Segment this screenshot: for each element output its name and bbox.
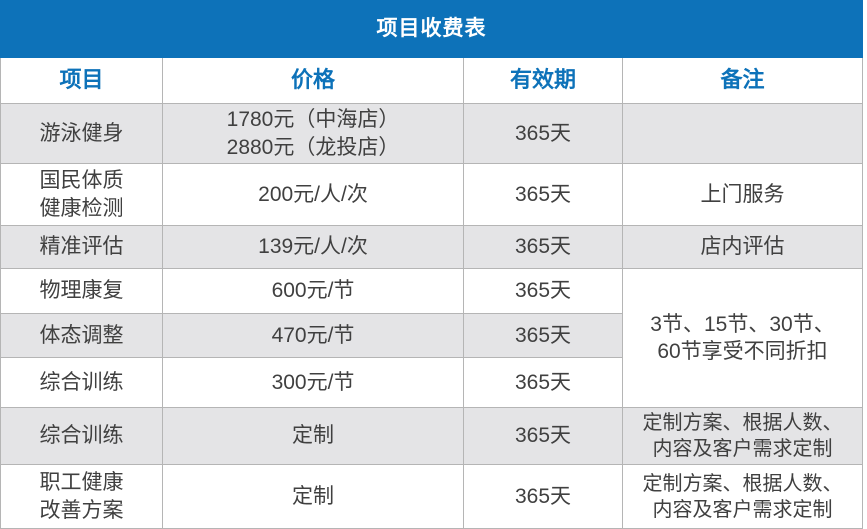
cell-price: 139元/人/次 [162, 225, 464, 269]
table-row: 综合训练 定制 365天 定制方案、根据人数、 内容及客户需求定制 [0, 407, 863, 465]
cell-remark [622, 103, 863, 164]
cell-item: 精准评估 [0, 225, 163, 269]
col-header-price: 价格 [162, 57, 464, 104]
cell-validity: 365天 [463, 313, 623, 358]
cell-item: 职工健康 改善方案 [0, 464, 163, 529]
cell-item: 国民体质 健康检测 [0, 163, 163, 226]
table-row: 国民体质 健康检测 200元/人/次 365天 上门服务 [0, 163, 863, 226]
cell-validity: 365天 [463, 407, 623, 465]
cell-price: 1780元（中海店） 2880元（龙投店） [162, 103, 464, 164]
col-header-item: 项目 [0, 57, 163, 104]
cell-price: 定制 [162, 407, 464, 465]
table-row: 体态调整 470元/节 365天 [0, 313, 863, 358]
cell-remark-merged: 3节、15节、30节、 60节享受不同折扣 [622, 268, 863, 408]
cell-price: 600元/节 [162, 268, 464, 314]
col-header-validity: 有效期 [463, 57, 623, 104]
cell-remark: 定制方案、根据人数、 内容及客户需求定制 [622, 464, 863, 529]
cell-validity: 365天 [463, 163, 623, 226]
title-row: 项目收费表 [0, 0, 863, 58]
cell-item: 体态调整 [0, 313, 163, 358]
cell-validity: 365天 [463, 464, 623, 529]
cell-remark: 店内评估 [622, 225, 863, 269]
cell-validity: 365天 [463, 268, 623, 314]
cell-validity: 365天 [463, 225, 623, 269]
col-header-remark: 备注 [622, 57, 863, 104]
cell-item: 游泳健身 [0, 103, 163, 164]
cell-validity: 365天 [463, 357, 623, 408]
table-row: 职工健康 改善方案 定制 365天 定制方案、根据人数、 内容及客户需求定制 [0, 464, 863, 529]
cell-item: 综合训练 [0, 357, 163, 408]
cell-price: 定制 [162, 464, 464, 529]
cell-validity: 365天 [463, 103, 623, 164]
table-title: 项目收费表 [0, 0, 863, 58]
table-row: 游泳健身 1780元（中海店） 2880元（龙投店） 365天 [0, 103, 863, 164]
cell-price: 200元/人/次 [162, 163, 464, 226]
header-row: 项目 价格 有效期 备注 [0, 57, 863, 104]
table-row: 精准评估 139元/人/次 365天 店内评估 [0, 225, 863, 269]
cell-item: 综合训练 [0, 407, 163, 465]
table-row: 综合训练 300元/节 365天 [0, 357, 863, 408]
cell-item: 物理康复 [0, 268, 163, 314]
cell-remark: 定制方案、根据人数、 内容及客户需求定制 [622, 407, 863, 465]
cell-price: 470元/节 [162, 313, 464, 358]
cell-price: 300元/节 [162, 357, 464, 408]
table-row: 物理康复 600元/节 365天 3节、15节、30节、 60节享受不同折扣 [0, 268, 863, 408]
cell-remark: 上门服务 [622, 163, 863, 226]
